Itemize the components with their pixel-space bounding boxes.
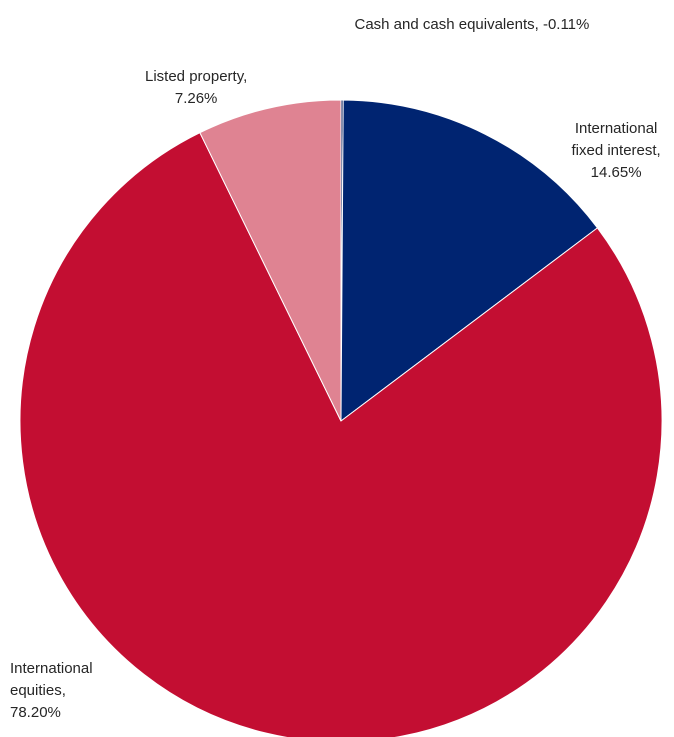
pie-slice-international-equities: [19, 132, 663, 737]
pie-slice-listed-property: [199, 99, 342, 422]
pie-slice-international-fixed-interest: [340, 99, 599, 423]
slice-label-international-fixed-interest: International fixed interest, 14.65%: [571, 120, 661, 181]
slice-label-listed-property: Listed property, 7.26%: [145, 68, 248, 107]
slice-label-international-equities: International equities, 78.20%: [10, 660, 93, 721]
slice-label-cash-and-cash-equivalents: Cash and cash equivalents, -0.11%: [354, 16, 590, 33]
